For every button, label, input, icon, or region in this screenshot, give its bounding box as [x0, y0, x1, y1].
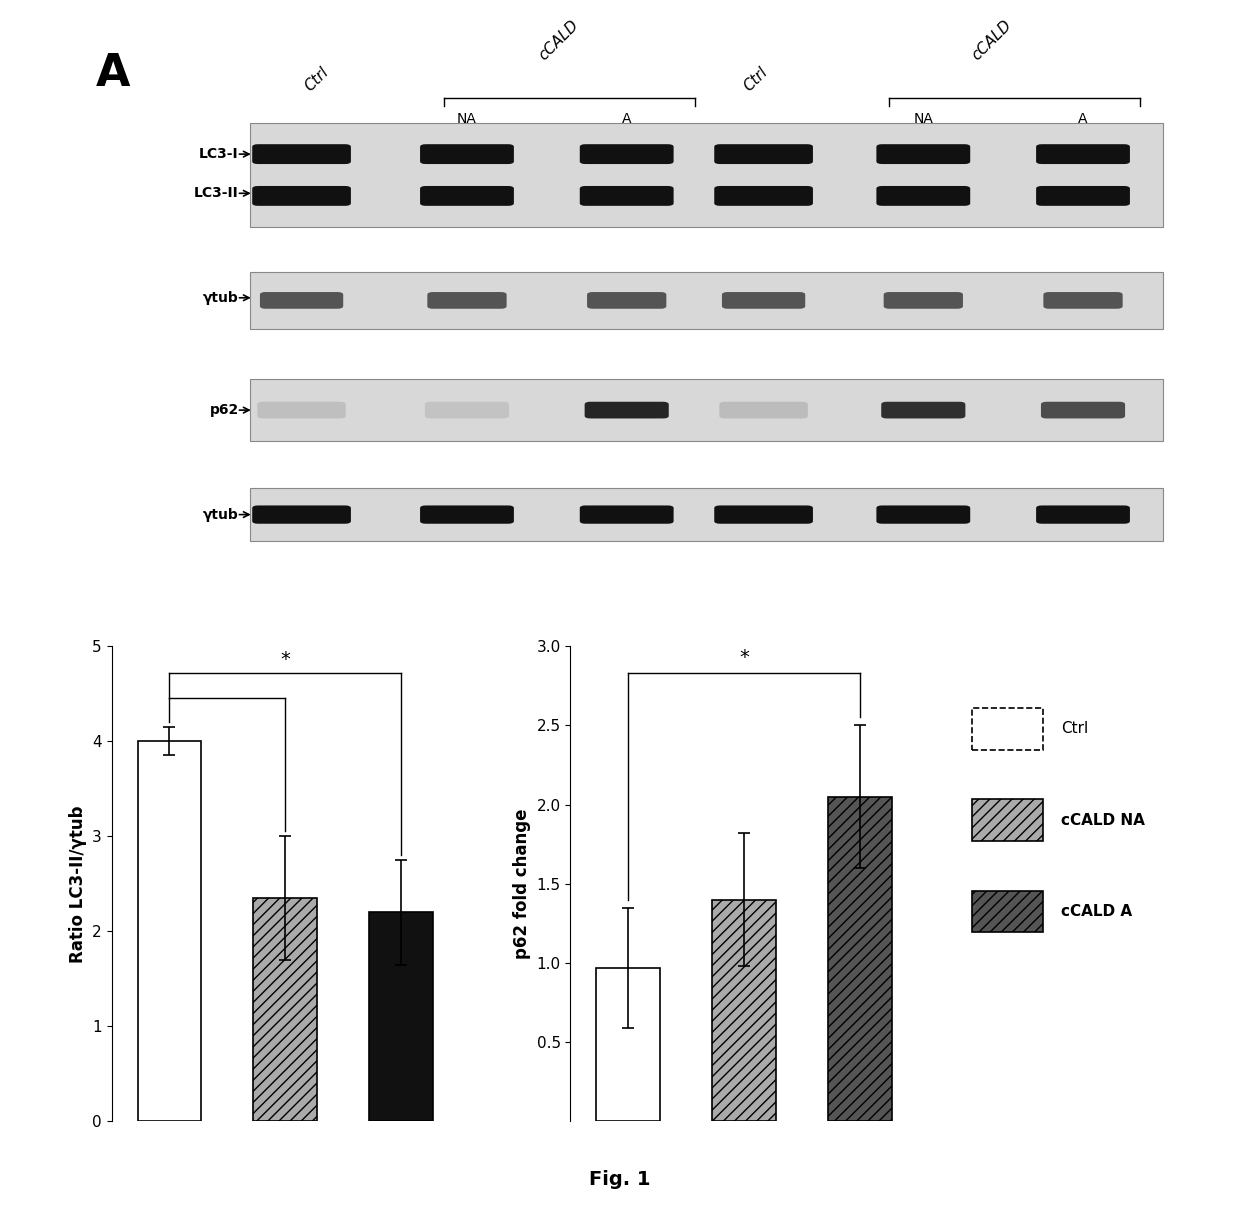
FancyBboxPatch shape	[250, 379, 1163, 441]
FancyBboxPatch shape	[1037, 144, 1130, 165]
FancyBboxPatch shape	[1037, 506, 1130, 524]
FancyBboxPatch shape	[877, 187, 970, 206]
Bar	[138, 741, 201, 1121]
Text: Ctrl: Ctrl	[1061, 722, 1089, 736]
Text: LC3-I: LC3-I	[200, 147, 239, 161]
FancyBboxPatch shape	[877, 506, 970, 524]
Text: Fig. 1: Fig. 1	[589, 1169, 651, 1189]
FancyBboxPatch shape	[972, 800, 1043, 841]
FancyBboxPatch shape	[1037, 187, 1130, 206]
FancyBboxPatch shape	[884, 293, 963, 308]
FancyBboxPatch shape	[722, 293, 805, 308]
FancyBboxPatch shape	[250, 272, 1163, 329]
Y-axis label: p62 fold change: p62 fold change	[513, 808, 531, 959]
FancyBboxPatch shape	[587, 293, 666, 308]
Text: γtub: γtub	[203, 507, 239, 522]
Text: NA: NA	[914, 112, 934, 127]
Text: A: A	[622, 112, 631, 127]
FancyBboxPatch shape	[1043, 293, 1122, 308]
FancyBboxPatch shape	[972, 891, 1043, 933]
Text: *: *	[280, 650, 290, 669]
FancyBboxPatch shape	[580, 187, 673, 206]
FancyBboxPatch shape	[877, 144, 970, 165]
Text: cCALD: cCALD	[536, 17, 582, 62]
Text: A: A	[97, 52, 130, 95]
Text: cCALD A: cCALD A	[1061, 903, 1132, 919]
FancyBboxPatch shape	[258, 402, 346, 418]
Bar	[828, 797, 892, 1121]
FancyBboxPatch shape	[252, 187, 351, 206]
Text: cCALD NA: cCALD NA	[1061, 813, 1145, 828]
FancyBboxPatch shape	[584, 402, 668, 418]
Y-axis label: Ratio LC3-II/γtub: Ratio LC3-II/γtub	[68, 805, 87, 963]
Text: A: A	[1079, 112, 1087, 127]
FancyBboxPatch shape	[714, 187, 813, 206]
FancyBboxPatch shape	[250, 123, 1163, 227]
Text: γtub: γtub	[203, 291, 239, 305]
FancyBboxPatch shape	[714, 506, 813, 524]
Text: cCALD: cCALD	[968, 17, 1014, 62]
FancyBboxPatch shape	[425, 402, 510, 418]
FancyBboxPatch shape	[428, 293, 507, 308]
FancyBboxPatch shape	[420, 187, 513, 206]
Text: NA: NA	[458, 112, 477, 127]
Bar	[712, 900, 776, 1121]
FancyBboxPatch shape	[719, 402, 807, 418]
FancyBboxPatch shape	[420, 506, 513, 524]
Text: *: *	[739, 647, 749, 667]
Bar	[370, 912, 433, 1121]
Bar	[253, 898, 317, 1121]
FancyBboxPatch shape	[260, 293, 343, 308]
Text: Ctrl: Ctrl	[740, 65, 770, 94]
FancyBboxPatch shape	[580, 506, 673, 524]
FancyBboxPatch shape	[972, 708, 1043, 750]
Text: p62: p62	[210, 403, 239, 417]
FancyBboxPatch shape	[250, 489, 1163, 541]
Bar	[596, 968, 660, 1121]
FancyBboxPatch shape	[252, 144, 351, 165]
FancyBboxPatch shape	[714, 144, 813, 165]
FancyBboxPatch shape	[252, 506, 351, 524]
FancyBboxPatch shape	[580, 144, 673, 165]
FancyBboxPatch shape	[420, 144, 513, 165]
Text: Ctrl: Ctrl	[301, 65, 331, 94]
FancyBboxPatch shape	[1040, 402, 1125, 418]
FancyBboxPatch shape	[882, 402, 966, 418]
Text: LC3-II: LC3-II	[195, 187, 239, 200]
